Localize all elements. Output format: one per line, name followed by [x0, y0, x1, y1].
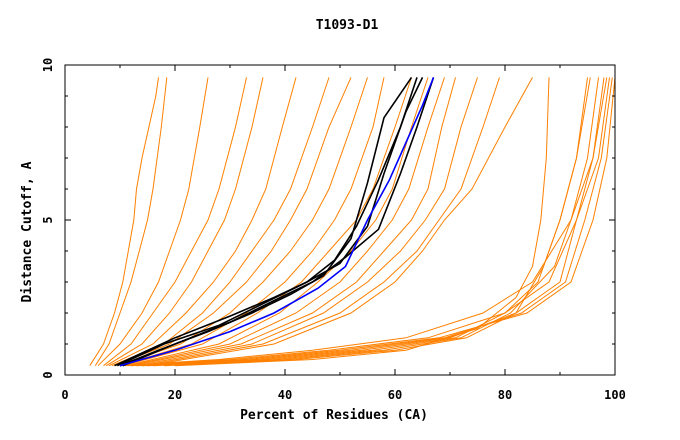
series-line-11 — [122, 77, 412, 367]
x-tick-label: 40 — [278, 388, 292, 402]
series-line-27 — [114, 77, 418, 367]
series-line-18 — [174, 77, 550, 367]
series-line-23 — [136, 77, 613, 367]
series-line-1 — [89, 77, 159, 366]
series-line-2 — [94, 77, 168, 366]
series-line-28 — [116, 77, 424, 367]
ticks-layer: 0 20 40 60 80 100 0 5 10 — [41, 58, 626, 402]
series-line-15 — [136, 77, 478, 367]
series-line-24 — [130, 77, 616, 367]
y-tick-label: 10 — [41, 58, 55, 72]
series-line-31 — [119, 77, 435, 367]
y-axis-label: Distance Cutoff, A — [20, 161, 35, 302]
series-line-26 — [119, 77, 608, 367]
series-line-13 — [128, 77, 445, 367]
series-line-3 — [97, 77, 209, 367]
series-line-14 — [130, 77, 456, 367]
x-tick-label: 60 — [388, 388, 402, 402]
series-line-17 — [147, 77, 533, 367]
series-line-5 — [106, 77, 264, 367]
series-line-16 — [141, 77, 500, 367]
series-line-6 — [108, 77, 297, 367]
series-line-10 — [119, 77, 385, 367]
series-line-25 — [125, 77, 610, 367]
y-tick-label: 5 — [41, 216, 55, 223]
series-layer — [89, 76, 616, 367]
series-line-7 — [111, 77, 330, 367]
series-line-12 — [125, 77, 429, 367]
series-line-20 — [152, 77, 599, 367]
x-tick-label: 80 — [498, 388, 512, 402]
y-tick-label: 0 — [41, 371, 55, 378]
series-line-4 — [103, 77, 247, 367]
x-tick-label: 0 — [61, 388, 68, 402]
series-line-30 — [122, 77, 435, 367]
series-line-22 — [141, 77, 605, 367]
x-tick-label: 20 — [168, 388, 182, 402]
chart-title: T1093-D1 — [316, 18, 379, 33]
x-axis-label: Percent of Residues (CA) — [240, 408, 428, 423]
x-tick-label: 100 — [604, 388, 626, 402]
